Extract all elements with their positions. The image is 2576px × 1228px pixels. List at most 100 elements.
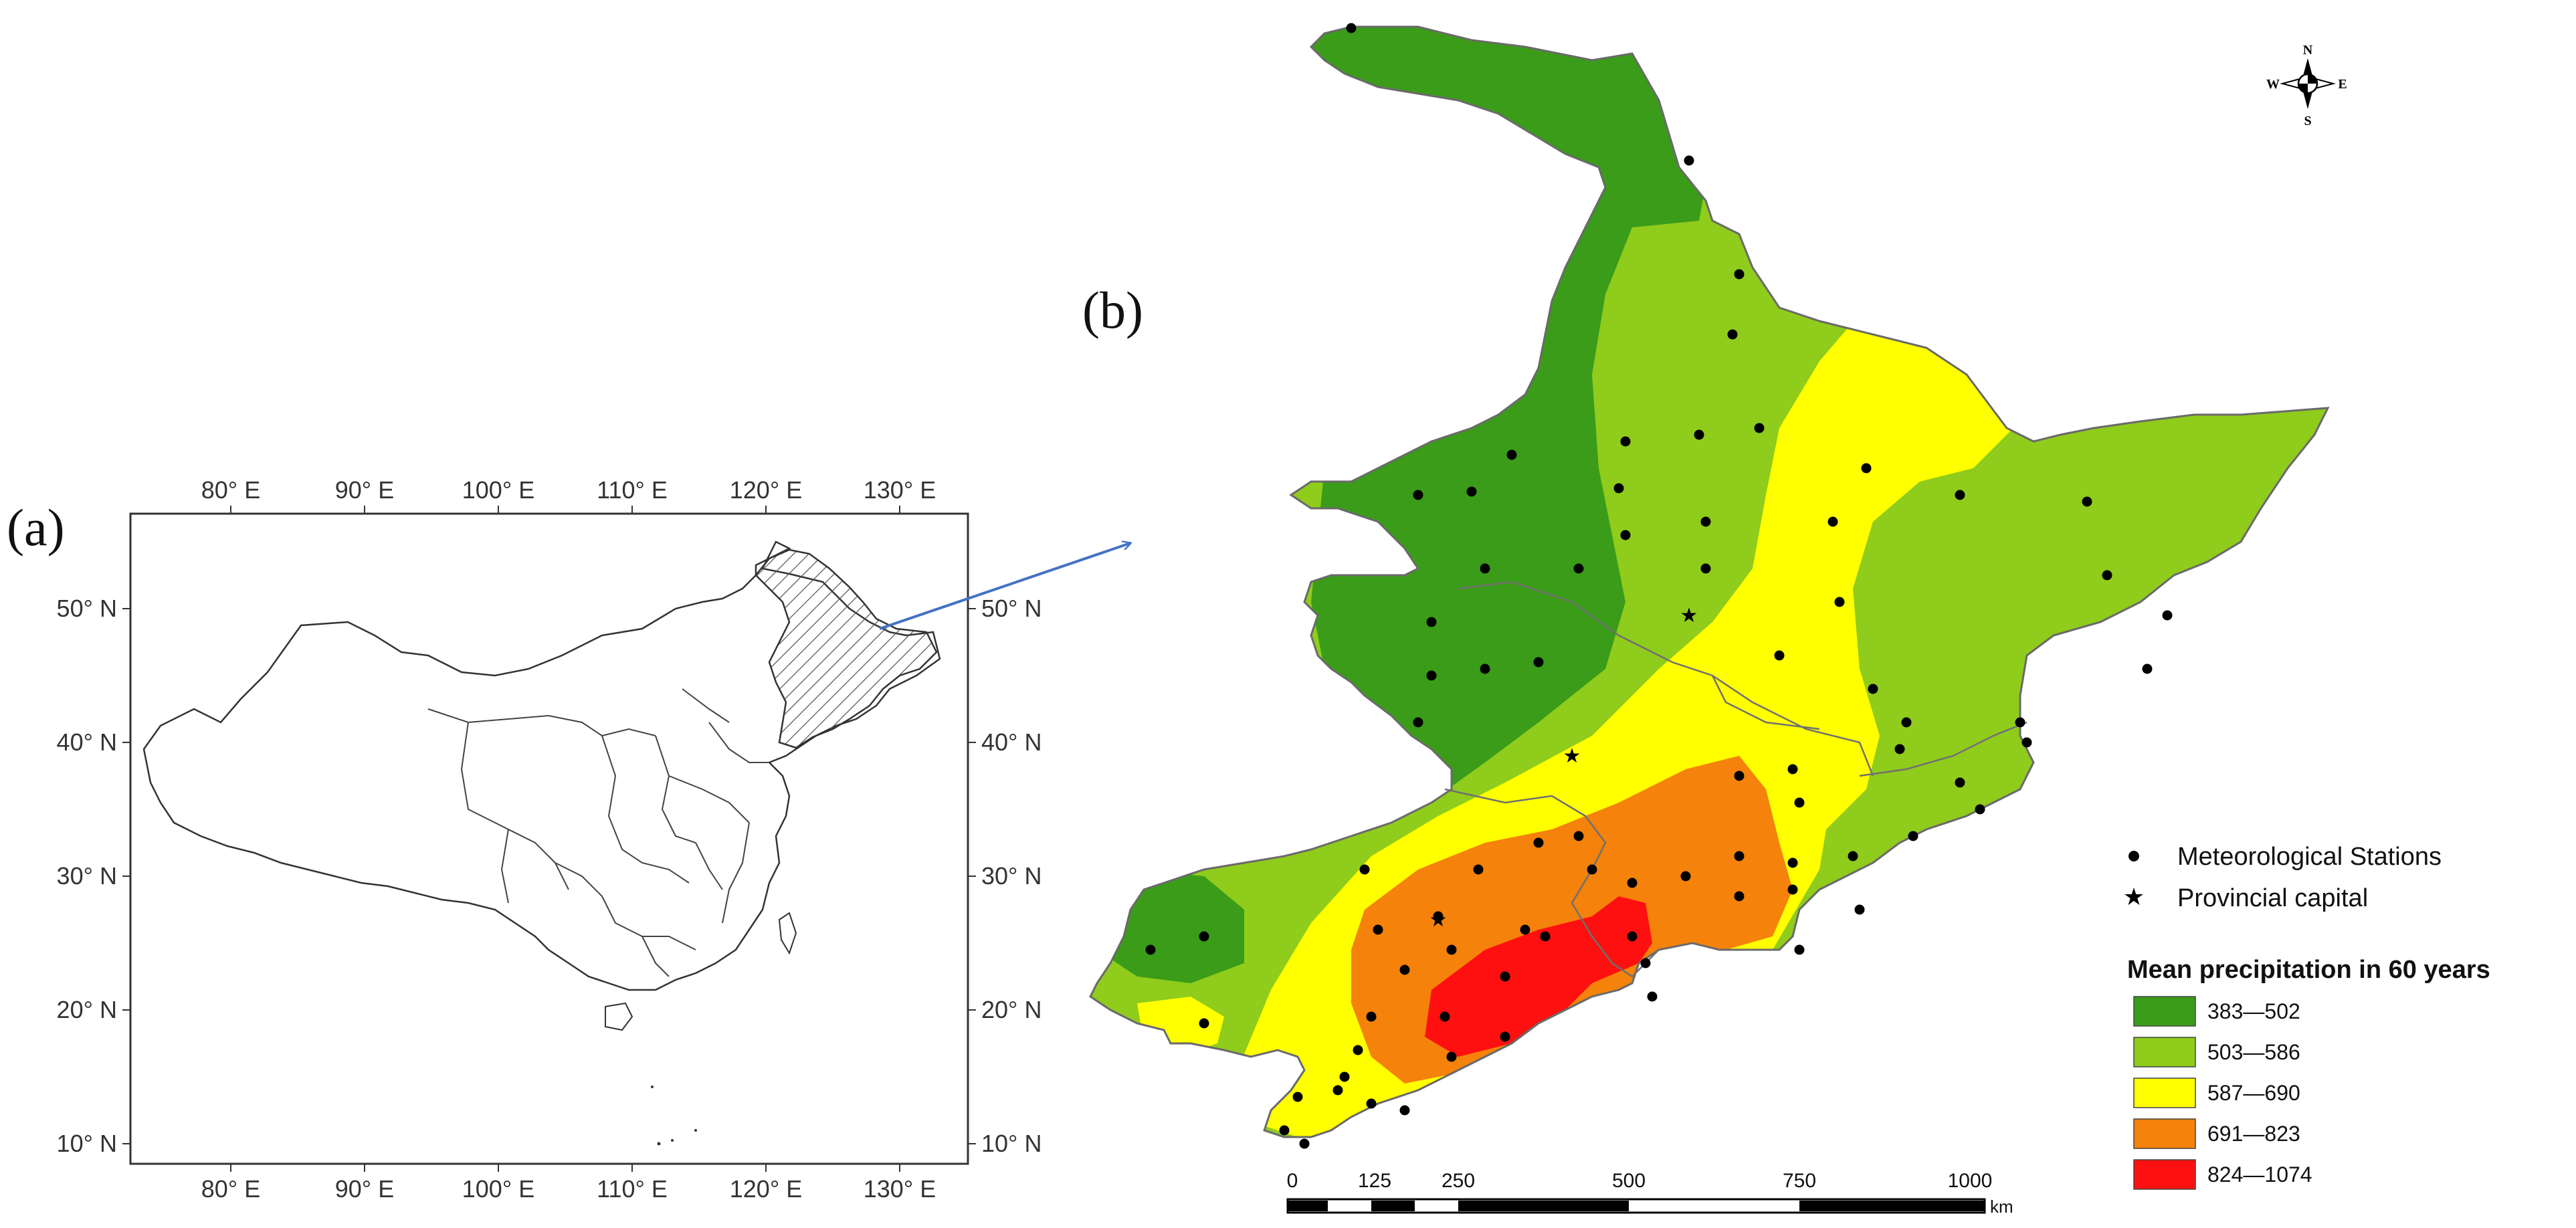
station-dot — [1299, 1138, 1310, 1149]
study-region-outline — [1089, 25, 2330, 1138]
station-dot — [1975, 804, 1985, 815]
station-dot — [1540, 931, 1551, 942]
panel-b-label: (b) — [1082, 281, 1143, 339]
station-legend-symbol — [2128, 851, 2139, 861]
station-dot — [1827, 516, 1838, 527]
capital-star: ★ — [1563, 745, 1581, 767]
station-dot — [1955, 777, 1965, 788]
lat-label-right: 20° N — [981, 996, 1042, 1023]
lon-label-bottom: 90° E — [335, 1175, 394, 1203]
legend-title: Mean precipitation in 60 years — [2127, 956, 2490, 984]
station-dot — [1199, 931, 1209, 942]
lon-label-bottom: 120° E — [730, 1175, 802, 1203]
station-dot — [1480, 563, 1490, 574]
station-dot — [1734, 269, 1745, 280]
station-dot — [1640, 958, 1651, 968]
compass-n: N — [2303, 43, 2313, 58]
station-dot — [1332, 1085, 1343, 1096]
station-dot — [1613, 483, 1624, 494]
legend-swatch — [2133, 1037, 2196, 1067]
station-dot — [1787, 857, 1798, 868]
station-dot — [1145, 944, 1156, 955]
scale-segment — [1371, 1201, 1415, 1211]
station-dot — [1366, 1098, 1377, 1109]
station-dot — [1426, 617, 1437, 627]
scale-segment — [1458, 1201, 1629, 1211]
scale-segment — [1629, 1201, 1799, 1211]
station-dot — [2021, 737, 2032, 748]
province-borders-b — [1444, 581, 2027, 978]
scale-tick-label: 750 — [1783, 1170, 1816, 1192]
station-dot — [1339, 1071, 1350, 1082]
station-dot — [1533, 657, 1544, 668]
panel-b: (b) ★ ★ ★ — [1082, 23, 2490, 1217]
hainan-island — [605, 1002, 633, 1031]
capital-legend-symbol: ★ — [2123, 883, 2145, 910]
station-dot — [1399, 1105, 1410, 1116]
legend-class-label: 503—586 — [2207, 1040, 2300, 1064]
legend-swatch — [2133, 1159, 2196, 1190]
station-dot — [1366, 1011, 1377, 1022]
station-dot — [1473, 864, 1484, 875]
station-dot — [1754, 423, 1765, 433]
scale-tick-labels: 0 125 250 500 750 1000 — [1287, 1170, 1993, 1192]
latitude-ticks-left: 50° N 40° N 30° N 20° N 10° N — [57, 595, 130, 1157]
lon-label-bottom: 100° E — [462, 1175, 534, 1203]
lon-label-top: 80° E — [201, 476, 260, 504]
station-dot — [1734, 771, 1745, 781]
lon-label-bottom: 110° E — [597, 1175, 668, 1203]
lon-label-top: 90° E — [335, 476, 394, 504]
station-dot — [2162, 610, 2173, 621]
station-dot — [1292, 1092, 1303, 1102]
station-dot — [1787, 884, 1798, 895]
compass-w: W — [2266, 77, 2280, 92]
scale-bar-segments — [1288, 1201, 1985, 1211]
scale-tick-label: 500 — [1612, 1170, 1646, 1192]
panel-a-label: (a) — [7, 498, 65, 556]
station-dot — [1627, 931, 1638, 942]
station-dot — [1587, 864, 1597, 875]
station-dot — [1346, 23, 1357, 33]
legend-swatch — [2133, 996, 2196, 1027]
lon-label-top: 110° E — [597, 476, 668, 504]
station-dot — [1848, 851, 1858, 861]
station-dot — [1506, 449, 1517, 460]
station-dot — [1433, 911, 1444, 922]
legend-swatch — [2133, 1078, 2196, 1108]
station-dot — [1446, 1051, 1457, 1062]
station-dot — [1794, 797, 1805, 808]
lat-label-left: 20° N — [57, 996, 117, 1023]
lat-label-left: 30° N — [57, 862, 117, 890]
station-dot — [1787, 764, 1798, 775]
latitude-ticks-right: 50° N 40° N 30° N 20° N 10° N — [968, 595, 1042, 1157]
legend-class-label: 587—690 — [2207, 1081, 2300, 1105]
station-dot — [1620, 436, 1631, 447]
scale-tick-label: 1000 — [1948, 1170, 1993, 1192]
station-dot — [1868, 684, 1878, 694]
station-dot — [1794, 944, 1805, 955]
station-dot — [1533, 837, 1544, 848]
station-dot — [2015, 717, 2025, 728]
meteorological-stations — [1145, 23, 2173, 1149]
compass-s: S — [2304, 114, 2311, 128]
pointer-arrow — [879, 543, 1130, 630]
lon-label-bottom: 80° E — [201, 1175, 260, 1203]
station-dot — [1199, 1018, 1209, 1029]
scale-tick-label: 0 — [1287, 1170, 1298, 1192]
station-dot — [1684, 155, 1694, 166]
station-dot — [1834, 597, 1845, 607]
scale-segment — [1799, 1201, 1985, 1211]
lat-label-left: 40° N — [57, 728, 117, 756]
lat-label-left: 10° N — [57, 1130, 117, 1157]
station-dot — [1955, 490, 1965, 500]
station-dot — [1480, 663, 1490, 674]
station-dot — [1734, 851, 1745, 861]
stations-legend-label: Meteorological Stations — [2177, 843, 2442, 871]
longitude-ticks-bottom: 80° E 90° E 100° E 110° E 120° E 130° E — [201, 1164, 936, 1203]
scale-segment — [1288, 1201, 1328, 1211]
station-dot — [1359, 864, 1370, 875]
station-dot — [1373, 924, 1383, 935]
station-dot — [1500, 1031, 1510, 1042]
station-dot — [2142, 663, 2153, 674]
station-dot — [1894, 744, 1905, 754]
